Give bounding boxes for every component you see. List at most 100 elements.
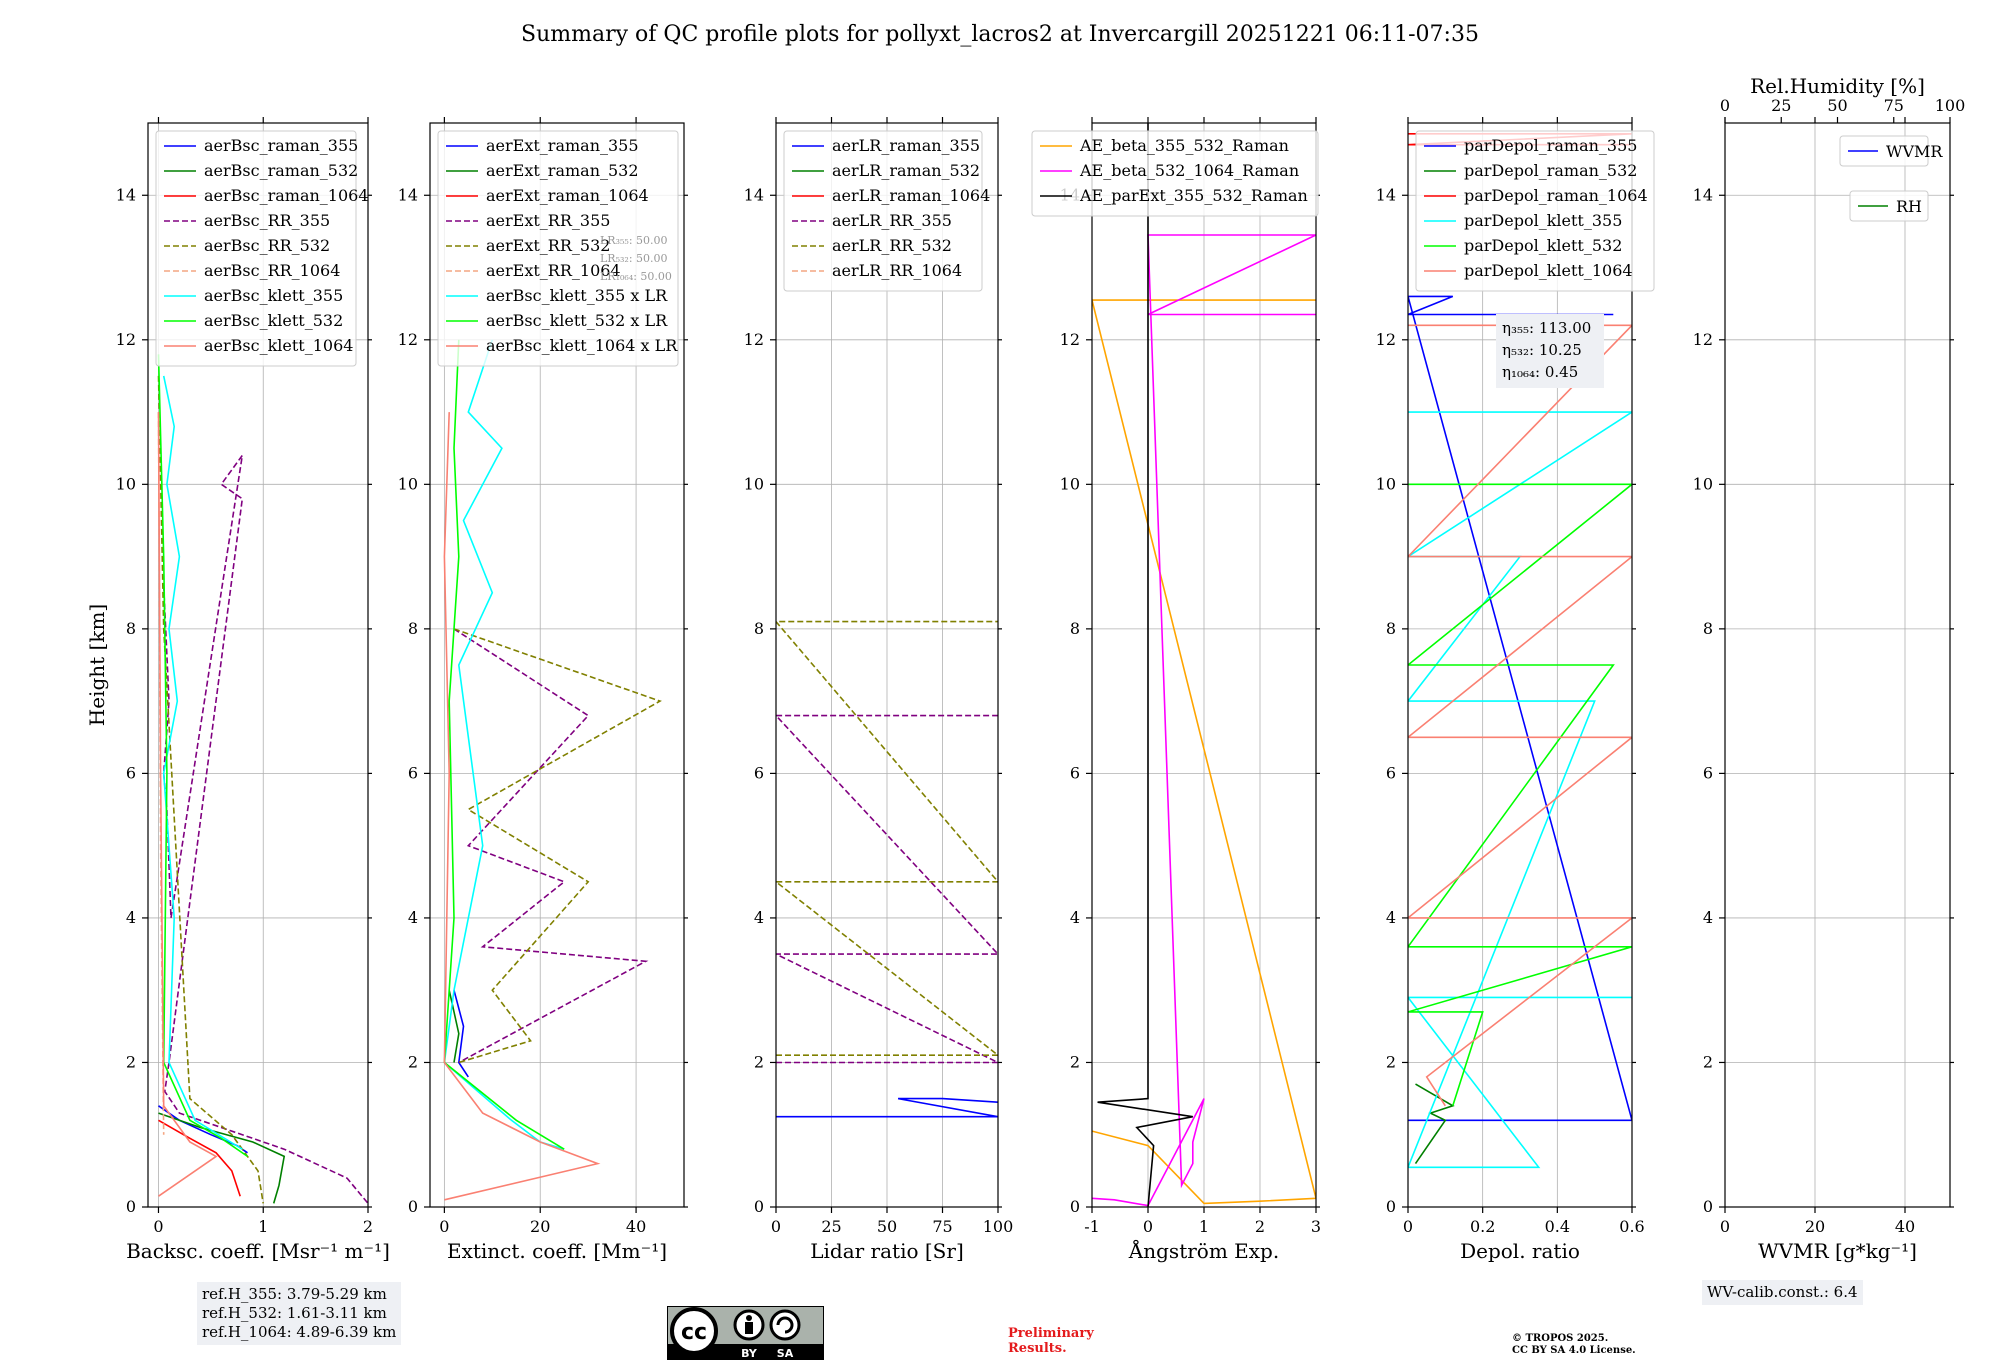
legend-label: parDepol_klett_1064 [1464,261,1633,280]
y-tick-label: 12 [1376,330,1396,349]
series-aerbsc-raman-1064 [158,1119,241,1197]
series-pardepol-raman-355 [1408,295,1632,1122]
cc-by-sa-logo: cc BY SA [667,1306,824,1360]
y-tick-label: 4 [126,908,136,927]
y-tick-label: 10 [398,474,418,493]
legend-label: aerBsc_raman_1064 [204,186,369,205]
x-tick-label: 0.2 [1470,1217,1495,1236]
y-tick-label: 6 [126,763,136,782]
y-tick-label: 14 [1376,185,1396,204]
x2-tick-label: 100 [1935,96,1966,115]
x-tick-label: 2 [363,1217,373,1236]
legend-label: parDepol_klett_355 [1464,211,1622,230]
series-aerext-rr-532 [453,628,662,1064]
panel-5-frame [1724,122,1951,1208]
annotation-box [1496,314,1604,388]
x-tick-label: 1 [258,1217,268,1236]
legend-label: aerBsc_raman_532 [204,161,358,180]
y-tick-label: 10 [1060,474,1080,493]
preliminary-line-1: Preliminary [1008,1326,1094,1341]
y-axis-label: Height [km] [85,604,109,726]
x-tick-label: 0.4 [1545,1217,1570,1236]
ref-height-532: ref.H_532: 1.61-3.11 km [202,1304,387,1322]
copyright-note: © TROPOS 2025. CC BY SA 4.0 License. [1512,1333,1636,1357]
y-tick-label: 0 [126,1197,136,1216]
x-tick-label: 75 [932,1217,952,1236]
y-tick-label: 10 [1376,474,1396,493]
y-tick-label: 0 [754,1197,764,1216]
legend-label: aerLR_RR_355 [832,211,952,230]
x-tick-label: 40 [1895,1217,1915,1236]
y-tick-label: 4 [408,908,418,927]
copyright-line-2: CC BY SA 4.0 License. [1512,1345,1636,1356]
y-tick-label: 6 [408,763,418,782]
x2-tick-label: 0 [1720,96,1730,115]
series-pardepol-klett-532 [1408,483,1632,1107]
y-tick-label: 14 [398,185,418,204]
series-pardepol-raman-532 [1414,1083,1455,1165]
x-tick-label: 0 [153,1217,163,1236]
sa-label: SA [777,1347,794,1360]
wv-calib-constant: WV-calib.const.: 6.4 [1707,1283,1858,1301]
legend-box [1839,135,1929,167]
legend-label: aerLR_raman_532 [832,161,980,180]
legend-box [1415,130,1655,292]
legend-label: aerExt_raman_355 [486,136,639,155]
legend-label: aerLR_RR_1064 [832,261,962,280]
x-tick-label: -1 [1084,1217,1100,1236]
y-tick-label: 2 [126,1052,136,1071]
legend-box [155,130,357,367]
x-tick-label: 40 [626,1217,646,1236]
legend-label: WVMR [1886,142,1943,161]
y-tick-label: 8 [1703,619,1713,638]
x-tick-label: 50 [877,1217,897,1236]
x-tick-label: 2 [1255,1217,1265,1236]
series-aerbsc-rr-532 [157,375,264,1204]
y-tick-label: 14 [744,185,764,204]
panel-2-x-axis-label: Lidar ratio [Sr] [810,1239,964,1263]
annotation-text: η₅₃₂: 10.25 [1502,341,1582,359]
x-tick-label: 0 [1143,1217,1153,1236]
legend-label: aerBsc_klett_1064 [204,336,353,355]
y-tick-label: 2 [754,1052,764,1071]
series-aerbsc-raman-532 [158,1112,286,1204]
panel-3-x-axis-label: Ångström Exp. [1128,1238,1279,1263]
legend-box [783,130,983,292]
legend-label: aerBsc_RR_1064 [204,261,340,280]
ref-height-355: ref.H_355: 3.79-5.29 km [202,1285,387,1303]
y-tick-label: 8 [1386,619,1396,638]
y-tick-label: 10 [1693,474,1713,493]
y-tick-label: 12 [1693,330,1713,349]
y-tick-label: 12 [398,330,418,349]
y-tick-label: 6 [1703,763,1713,782]
legend-label: parDepol_raman_532 [1464,161,1637,180]
legend-label: aerBsc_klett_355 [204,286,343,305]
legend-label: aerLR_raman_355 [832,136,980,155]
x-tick-label: 0 [1720,1217,1730,1236]
y-tick-label: 4 [754,908,764,927]
annotation-text: η₃₅₅: 113.00 [1502,319,1591,337]
x2-axis-label: Rel.Humidity [%] [1750,74,1925,98]
legend-label: aerLR_RR_532 [832,236,952,255]
figure-title: Summary of QC profile plots for pollyxt_… [521,22,1479,47]
legend-label: AE_beta_532_1064_Raman [1079,161,1299,180]
x-tick-label: 25 [821,1217,841,1236]
y-tick-label: 0 [1703,1197,1713,1216]
series-aerbsc-klett-1064 [157,412,218,1197]
annotation-text: LR₅₃₂: 50.00 [600,252,668,265]
y-tick-label: 8 [754,619,764,638]
series-aerbsc-rr-355 [162,454,368,1204]
y-tick-label: 6 [754,763,764,782]
panel-4-frame [1407,122,1633,1208]
panel-5-x-axis-label: WVMR [g*kg⁻¹] [1758,1239,1917,1263]
x-tick-label: 0.6 [1619,1217,1644,1236]
y-tick-label: 12 [116,330,136,349]
series-aerext-rr-355 [453,628,649,1064]
x2-tick-label: 25 [1771,96,1791,115]
panel-1-x-axis-label: Extinct. coeff. [Mm⁻¹] [447,1239,667,1263]
series-ae-parext-355-532-raman [1097,123,1193,1207]
x-tick-label: 1 [1199,1217,1209,1236]
y-tick-label: 12 [744,330,764,349]
series-aerlr-rr-532 [776,620,998,1056]
